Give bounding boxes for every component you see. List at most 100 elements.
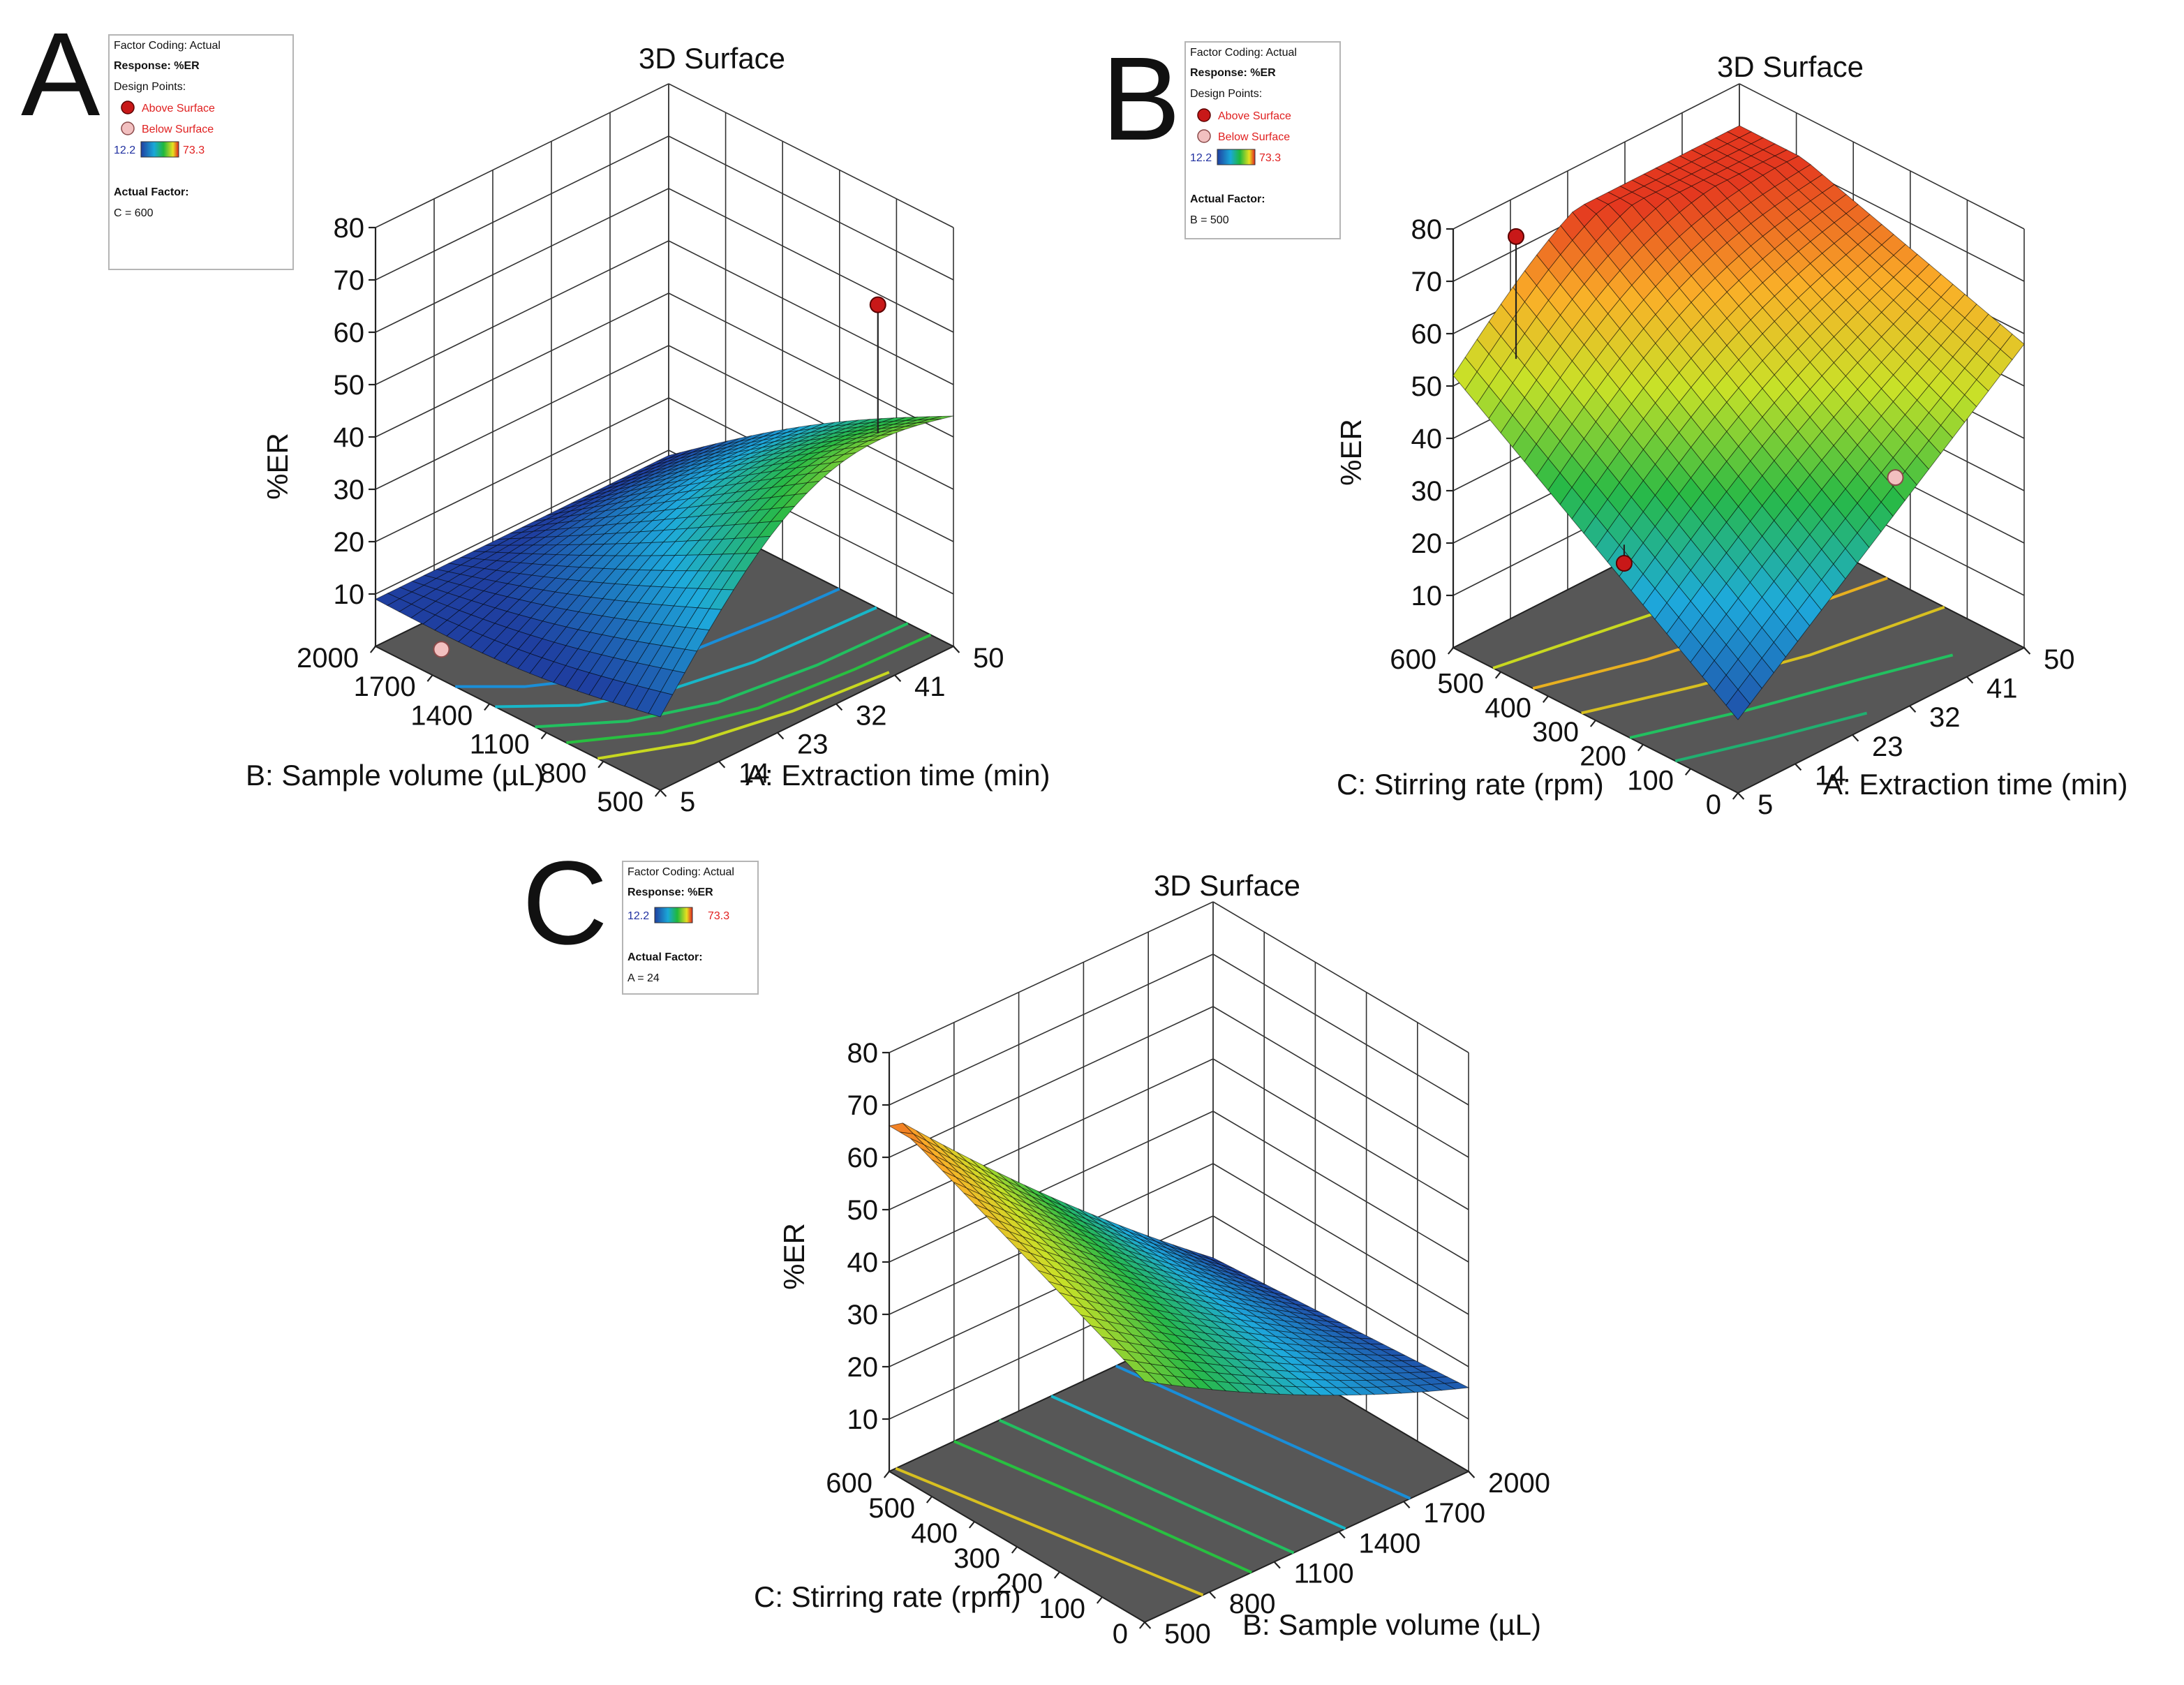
legend-above-label: Above Surface <box>1218 110 1291 122</box>
design-point-above <box>1508 228 1524 245</box>
z-tick-label: 60 <box>334 318 365 348</box>
x-tick-mark <box>1338 1531 1346 1539</box>
legend-factor-coding: Factor Coding: Actual <box>114 40 221 52</box>
x-tick-mark <box>953 646 960 653</box>
x-tick-label: 14 <box>738 758 770 789</box>
x-tick-mark <box>777 732 785 740</box>
z-tick-label: 20 <box>1411 528 1443 559</box>
floor-contour-line <box>566 633 932 745</box>
y-tick-label: 500 <box>868 1493 915 1524</box>
y-tick-label: 400 <box>1485 692 1531 723</box>
panel-b-zlabel: %ER <box>1335 419 1367 486</box>
legend-scale-max: 73.3 <box>183 144 205 156</box>
legend-above-label: Above Surface <box>142 103 215 114</box>
floor-contour-line <box>895 1467 1204 1596</box>
panel-a-zlabel-text: %ER <box>261 433 294 500</box>
floor-contour-line <box>998 1418 1295 1554</box>
y-tick-label: 600 <box>826 1468 872 1499</box>
surface-patch <box>1133 1369 1159 1384</box>
floor-contour-line <box>953 1439 1252 1574</box>
legend-below-marker <box>121 121 135 135</box>
x-tick-label: 1100 <box>1294 1559 1354 1589</box>
side-wall-grid-line <box>1212 1215 1469 1367</box>
z-tick-label: 50 <box>847 1195 879 1226</box>
panel-a-xlabel: A: Extraction time (min) <box>745 759 1050 792</box>
y-tick-mark <box>1542 695 1549 704</box>
legend-scale-min: 12.2 <box>114 144 135 156</box>
floor-contour-line <box>1629 653 1954 739</box>
design-point-below <box>433 641 450 658</box>
floor-contour-line <box>1115 1364 1411 1500</box>
back-wall-grid-line <box>375 345 669 490</box>
side-wall-grid-line <box>1212 1058 1469 1210</box>
y-tick-label: 300 <box>953 1543 1000 1574</box>
legend-response: Response: %ER <box>627 886 713 898</box>
panel-c-ylabel: C: Stirring rate (rpm) <box>754 1580 1021 1613</box>
side-wall-grid-line <box>668 135 954 281</box>
legend-factor-coding: Factor Coding: Actual <box>1190 47 1297 59</box>
x-tick-label: 23 <box>797 729 829 760</box>
legend-actual-factor: C = 600 <box>114 207 154 219</box>
y-tick-mark <box>540 732 547 740</box>
y-tick-label: 600 <box>1390 644 1436 675</box>
x-tick-mark <box>1403 1501 1411 1508</box>
x-tick-label: 50 <box>2044 644 2075 675</box>
y-tick-mark <box>883 1471 890 1478</box>
x-tick-mark <box>660 789 667 797</box>
x-tick-label: 32 <box>1929 702 1961 733</box>
z-tick-label: 30 <box>334 475 365 505</box>
back-wall-grid-line <box>889 953 1214 1106</box>
y-tick-mark <box>1138 1621 1145 1629</box>
side-wall-grid-line <box>1212 953 1469 1106</box>
legend-actual-factor-label: Actual Factor: <box>1190 193 1265 205</box>
x-tick-mark <box>1468 1471 1476 1478</box>
back-wall-grid-line <box>889 1006 1214 1158</box>
z-tick-label: 70 <box>847 1090 879 1121</box>
y-tick-mark <box>926 1496 933 1504</box>
side-wall-grid-line <box>1212 1006 1469 1158</box>
side-wall-grid-line <box>1212 1111 1469 1263</box>
legend-color-scale <box>1217 149 1256 165</box>
legend-box <box>622 861 759 995</box>
y-tick-mark <box>1732 792 1739 800</box>
y-tick-mark <box>1684 768 1691 776</box>
y-tick-mark <box>426 674 433 682</box>
panel-a-plot: 10 20 30 40 50 60 70 80 5 14 23 32 41 50 500 800 1100140… <box>297 83 1004 817</box>
floor-contour-line <box>535 622 909 729</box>
z-tick-label: 80 <box>334 213 365 244</box>
panel-a-ylabel: B: Sample volume (µL) <box>246 759 544 792</box>
x-tick-label: 32 <box>856 700 887 731</box>
z-tick-label: 40 <box>334 422 365 453</box>
panel-a-title: 3D Surface <box>639 42 785 75</box>
legend-above-marker <box>1197 108 1211 122</box>
panel-c-title: 3D Surface <box>1154 869 1300 902</box>
x-tick-mark <box>1852 734 1859 742</box>
y-tick-mark <box>1637 743 1644 752</box>
y-tick-mark <box>484 703 491 711</box>
surface-patch <box>648 691 674 718</box>
panel-letter-b: B <box>1101 33 1180 165</box>
x-tick-label: 23 <box>1872 732 1903 762</box>
legend-response: Response: %ER <box>1190 67 1276 79</box>
x-tick-label: 2000 <box>1488 1468 1550 1499</box>
legend-box <box>108 34 294 270</box>
x-tick-label: 50 <box>973 643 1004 674</box>
y-tick-label: 1400 <box>410 700 473 731</box>
z-tick-label: 30 <box>847 1300 879 1330</box>
y-tick-label: 1700 <box>354 671 416 702</box>
z-tick-label: 40 <box>1411 424 1443 454</box>
panel-letter-a: A <box>21 8 101 141</box>
design-point-above <box>1615 555 1633 572</box>
y-tick-label: 800 <box>540 758 587 789</box>
panel-letter-c: C <box>522 837 608 970</box>
back-wall-grid-line <box>889 1058 1214 1210</box>
panel-b-plot: 1020304050607080514233241500100200300400… <box>1390 83 2075 820</box>
panel-c-legend: Factor Coding: Actual Response: %ER 12.2… <box>622 861 759 995</box>
y-tick-mark <box>968 1521 975 1529</box>
z-tick-label: 80 <box>1411 214 1443 245</box>
z-tick-label: 70 <box>334 265 365 296</box>
x-tick-mark <box>1795 763 1802 771</box>
x-tick-mark <box>1909 705 1917 713</box>
y-tick-label: 500 <box>1437 669 1484 699</box>
y-tick-mark <box>1096 1596 1103 1604</box>
